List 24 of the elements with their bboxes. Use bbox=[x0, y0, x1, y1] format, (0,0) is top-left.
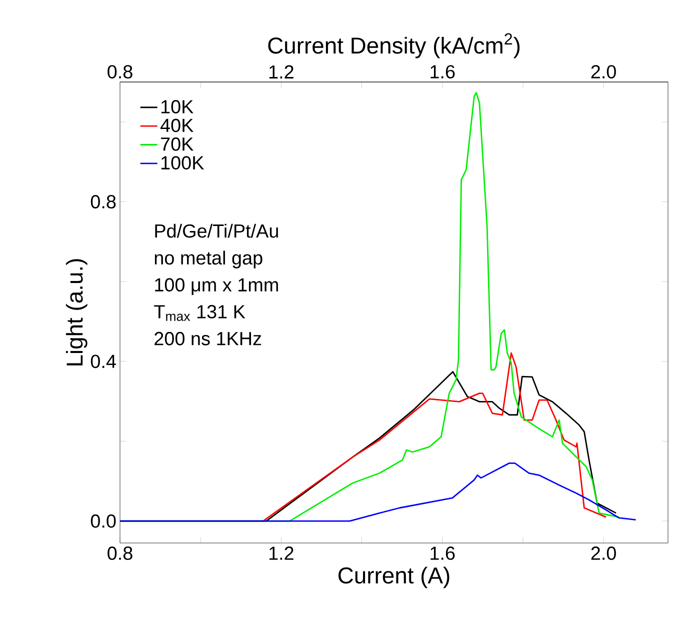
annotation: T$_{max}$ 131 K bbox=[154, 305, 246, 321]
x2-axis-title: Current Density (kA/cm$^{2}$) bbox=[268, 33, 520, 58]
annotation: no metal gap bbox=[154, 250, 262, 268]
legend-label: 10K bbox=[161, 100, 194, 114]
x2-tick-label: 2.0 bbox=[591, 65, 616, 78]
x-axis-title: Current (A) bbox=[338, 566, 450, 588]
annotation: Pd/Ge/Ti/Pt/Au bbox=[155, 224, 278, 238]
legend-label: 70K bbox=[161, 137, 194, 151]
line-series bbox=[120, 462, 636, 522]
annotation: 200 ns 1KHz bbox=[154, 332, 262, 346]
y-tick-label: 0.0 bbox=[90, 514, 116, 528]
annotation: 100 μm x 1mm bbox=[155, 278, 278, 295]
y-tick-label: 0.4 bbox=[90, 354, 116, 368]
x-tick-label: 1.6 bbox=[430, 546, 455, 560]
y-tick-label: 0.8 bbox=[90, 195, 116, 208]
y-axis-title: Light (a.u.) bbox=[66, 259, 88, 366]
legend-label: 100K bbox=[161, 156, 204, 170]
x2-tick-label: 1.6 bbox=[430, 65, 455, 78]
x-tick-label: 2.0 bbox=[591, 546, 616, 560]
x-tick-label: 0.8 bbox=[108, 546, 132, 560]
x-tick-label: 1.2 bbox=[269, 546, 294, 560]
x2-tick-label: 1.2 bbox=[269, 65, 294, 78]
legend-label: 40K bbox=[160, 118, 194, 132]
x2-tick-label: 0.8 bbox=[108, 65, 132, 78]
